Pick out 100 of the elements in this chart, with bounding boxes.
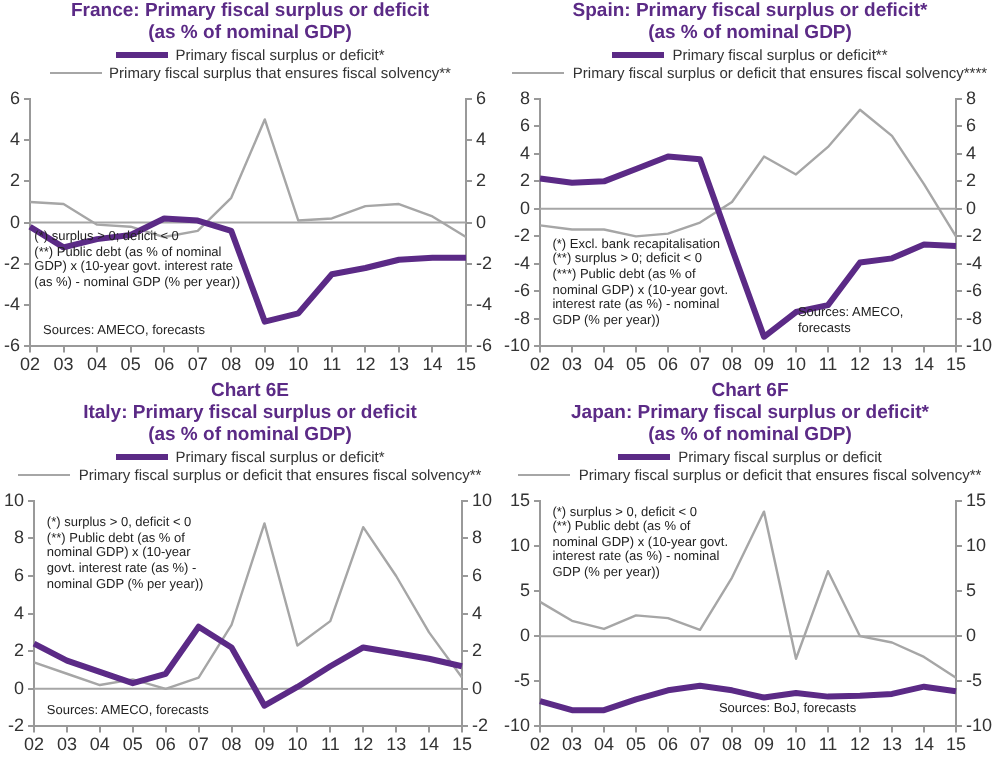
x-tick-label: 12	[849, 734, 871, 755]
x-tick-label: 14	[419, 734, 440, 755]
y2-tick-label: -6	[476, 335, 493, 356]
x-tick-label: 11	[322, 354, 342, 375]
y-tick-label: -8	[513, 307, 531, 328]
x-tick-label: 15	[451, 734, 472, 755]
x-tick-label: 03	[56, 734, 77, 755]
y2-tick-label: 15	[965, 489, 987, 510]
y2-tick-label: -8	[965, 307, 983, 328]
x-tick-label: 06	[657, 354, 679, 375]
y-tick-label: 10	[509, 534, 531, 555]
y2-tick-label: 0	[965, 197, 977, 218]
x-tick-label: 09	[254, 354, 275, 375]
y-tick-label: 5	[519, 580, 531, 601]
y-tick-label: 8	[519, 87, 531, 108]
y-tick-label: -2	[3, 252, 20, 273]
y2-tick-label: 8	[471, 527, 483, 548]
x-tick-label: 09	[753, 354, 775, 375]
y2-tick-label: 0	[471, 677, 483, 698]
x-tick-label: 10	[287, 734, 308, 755]
y-tick-label: 6	[519, 115, 531, 136]
x-tick-label: 05	[625, 354, 647, 375]
y2-tick-label: 4	[471, 602, 483, 623]
chart-title: France: Primary fiscal surplus or deficit (as % of nominal GDP)	[69, 0, 431, 44]
x-tick-label: 09	[254, 734, 275, 755]
x-tick-label: 03	[562, 354, 583, 375]
y2-tick-label: 2	[476, 170, 487, 191]
x-tick-label: 04	[89, 734, 110, 755]
x-tick-label: 12	[849, 354, 871, 375]
y2-tick-label: 4	[965, 142, 977, 163]
x-tick-label: 11	[818, 354, 838, 375]
y2-tick-label: 2	[965, 170, 977, 191]
x-tick-label: 03	[53, 354, 74, 375]
x-tick-label: 07	[187, 354, 208, 375]
y-tick-label: 6	[13, 564, 25, 585]
y-tick-label: 4	[519, 142, 531, 163]
y2-tick-label: -10	[965, 335, 993, 356]
y-tick-label: 2	[519, 170, 531, 191]
y2-tick-label: -2	[476, 252, 493, 273]
x-tick-label: 13	[386, 734, 407, 755]
x-tick-label: 07	[188, 734, 209, 755]
x-tick-label: 08	[721, 354, 743, 375]
y-tick-label: 2	[9, 170, 20, 191]
chart-title: Chart 6E Italy: Primary fiscal surplus or deficit (as % of nominal GDP)	[81, 380, 419, 446]
y2-tick-label: 4	[476, 129, 487, 150]
y-tick-label: 4	[13, 602, 25, 623]
x-tick-label: 04	[87, 354, 108, 375]
x-tick-label: 13	[388, 354, 409, 375]
x-tick-label: 15	[455, 354, 477, 375]
x-tick-label: 04	[594, 354, 615, 375]
y2-tick-label: -6	[965, 280, 983, 301]
x-tick-label: 13	[881, 734, 902, 755]
y2-tick-label: -2	[471, 715, 489, 736]
x-tick-label: 06	[657, 734, 679, 755]
y2-tick-label: -5	[965, 670, 983, 691]
y-tick-label: 2	[13, 640, 25, 661]
x-tick-label: 12	[355, 354, 376, 375]
chart-title: Spain: Primary fiscal surplus or deficit* (as % of nominal GDP)	[570, 0, 930, 44]
x-tick-label: 06	[154, 354, 175, 375]
y2-tick-label: 6	[476, 87, 487, 108]
x-tick-label: 10	[288, 354, 309, 375]
y2-tick-label: -4	[965, 252, 983, 273]
y-tick-label: 8	[13, 527, 25, 548]
y2-tick-label: 0	[965, 625, 977, 646]
x-tick-label: 08	[221, 354, 242, 375]
x-tick-label: 07	[689, 354, 711, 375]
x-tick-label: 05	[122, 734, 143, 755]
x-tick-label: 12	[353, 734, 374, 755]
y2-tick-label: 5	[965, 580, 977, 601]
x-tick-label: 09	[753, 734, 775, 755]
y-tick-label: 0	[519, 197, 531, 218]
x-tick-label: 07	[689, 734, 711, 755]
x-tick-label: 02	[24, 734, 45, 755]
y-tick-label: -10	[503, 715, 531, 736]
x-tick-label: 14	[913, 734, 934, 755]
y-tick-label: -4	[3, 294, 20, 315]
x-tick-label: 02	[530, 354, 551, 375]
x-tick-label: 05	[120, 354, 141, 375]
y-tick-label: 15	[509, 489, 531, 510]
y2-tick-label: 8	[965, 87, 977, 108]
chart-title: Chart 6F Japan: Primary fiscal surplus or deficit* (as % of nominal GDP)	[569, 380, 931, 446]
y-tick-label: -2	[513, 225, 531, 246]
y-tick-label: -6	[3, 335, 20, 356]
x-tick-label: 08	[221, 734, 242, 755]
y-tick-label: -6	[513, 280, 531, 301]
y2-tick-label: 6	[965, 115, 977, 136]
y2-tick-label: 6	[471, 564, 483, 585]
x-tick-label: 08	[721, 734, 743, 755]
y-tick-label: -4	[513, 252, 531, 273]
x-tick-label: 04	[594, 734, 615, 755]
y2-tick-label: 10	[965, 534, 987, 555]
y-tick-label: 4	[9, 129, 20, 150]
y2-tick-label: 10	[471, 489, 493, 510]
x-tick-label: 14	[913, 354, 934, 375]
x-tick-label: 14	[422, 354, 443, 375]
y2-tick-label: -2	[965, 225, 983, 246]
x-tick-label: 06	[155, 734, 176, 755]
x-tick-label: 15	[945, 354, 966, 375]
y-tick-label: -5	[513, 670, 531, 691]
x-tick-label: 05	[625, 734, 647, 755]
